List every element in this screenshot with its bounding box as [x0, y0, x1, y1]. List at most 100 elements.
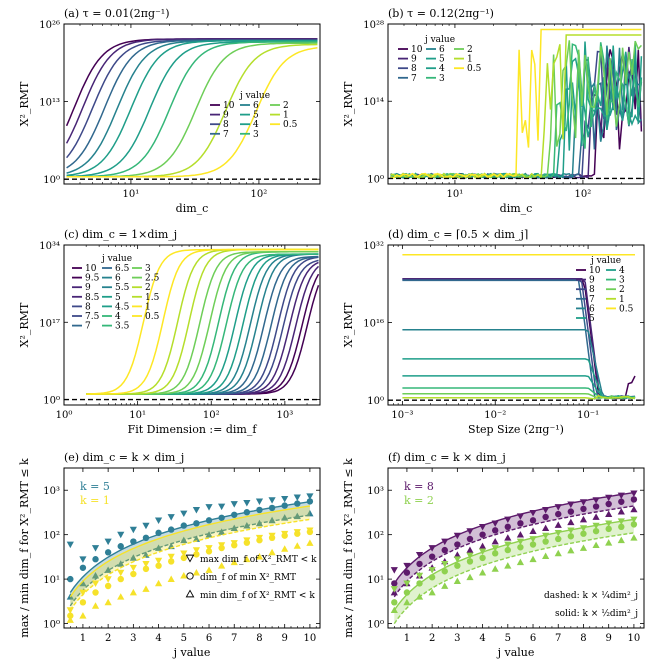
legend-title: j value [590, 256, 621, 266]
max-dim-marker [293, 494, 301, 501]
x-tick-label: 10⁻¹ [577, 410, 599, 421]
min-dim-marker [453, 551, 461, 558]
min-dim-marker [466, 573, 474, 581]
x-tick-label: 10¹ [129, 410, 146, 421]
y-tick-label: 10¹⁶ [363, 319, 384, 330]
min-X-marker [391, 580, 398, 587]
min-dim-marker [491, 565, 499, 572]
legend-label: 2 [145, 283, 151, 293]
min-X-marker [231, 541, 238, 549]
max-dim-marker [268, 497, 276, 504]
x-tick-label: 8 [580, 633, 586, 644]
min-dim-marker [154, 579, 163, 587]
y-tick-label: 10¹ [43, 575, 60, 586]
series-line-j0.5 [86, 248, 319, 395]
scaling-band-k5 [70, 501, 310, 606]
series-line-j1 [402, 394, 636, 400]
max-dim-marker [605, 494, 613, 502]
min-X-marker [529, 541, 537, 548]
min-X-marker [243, 539, 251, 546]
max-dim-marker [154, 557, 163, 565]
x-tick-label: 2 [105, 633, 111, 644]
min-dim-marker [268, 516, 276, 524]
k-legend-label: k = 5 [80, 480, 110, 493]
max-dim-marker [504, 541, 512, 549]
min-dim-marker [542, 552, 550, 559]
solid-curve-k1 [69, 505, 311, 598]
min-dim-marker [579, 544, 588, 551]
x-axis-label: j value [172, 646, 211, 659]
series-line-j8 [66, 39, 318, 159]
min-X-marker [630, 496, 638, 503]
y-axis-label: max / min dim_f for X²_RMT ≤ k [18, 458, 31, 638]
panel-a: 10¹ 10² 10⁰ 10¹³ 10²⁶ (a) τ = 0.01(2πg⁻¹) dim_… [18, 7, 321, 215]
min-X-marker [218, 544, 225, 552]
min-X-marker [79, 599, 87, 606]
max-dim-marker [428, 545, 436, 552]
min-dim-marker [554, 521, 562, 528]
min-dim-marker [630, 505, 638, 513]
min-X-marker [517, 544, 524, 551]
max-dim-marker [516, 538, 525, 546]
max-dim-marker [592, 497, 600, 504]
min-X-marker [167, 558, 175, 565]
min-X-marker [142, 534, 150, 542]
y-axis-label: max / min dim_f for X²_RMT ≤ k [342, 458, 355, 638]
min-X-marker [67, 612, 74, 619]
plot-frame [387, 23, 645, 185]
scaling-band-k1 [70, 506, 310, 611]
min-dim-marker [529, 555, 537, 563]
min-dim-marker [104, 566, 112, 573]
min-X-marker [92, 556, 99, 563]
min-dim-marker [129, 554, 137, 561]
max-dim-marker [529, 536, 537, 543]
min-dim-marker [268, 548, 276, 556]
min-dim-marker [516, 531, 525, 538]
legend-label: 6 [589, 304, 595, 314]
y-tick-label: 10⁰ [43, 620, 60, 631]
x-tick-label: 4 [479, 633, 485, 644]
legend-label: 10 [223, 101, 235, 111]
y-tick-label: 10¹ [367, 575, 384, 586]
min-X-marker [256, 506, 263, 514]
min-X-marker [517, 520, 524, 527]
y-tick-label: 10²⁸ [363, 20, 384, 31]
panel-title: (d) dim_c = ⌈0.5 × dim_j⌉ [388, 228, 528, 241]
max-dim-marker [104, 576, 112, 583]
y-tick-label: 10⁰ [367, 396, 384, 407]
scaling-band-k2 [394, 519, 634, 624]
min-dim-marker [218, 562, 226, 569]
legend-label: 3.5 [115, 322, 130, 332]
series-line-j4 [402, 375, 636, 400]
min-dim-marker [255, 553, 264, 560]
min-dim-marker [529, 527, 537, 535]
legend-label: 3 [619, 276, 625, 286]
max-dim-marker [453, 532, 461, 540]
y-tick-label: 10⁰ [43, 396, 60, 407]
x-axis-label: dim_c [500, 202, 533, 215]
max-dim-marker [478, 523, 487, 531]
legend-label: 1.5 [145, 293, 160, 303]
max-dim-marker [390, 567, 398, 574]
min-dim-marker [129, 588, 137, 596]
max-dim-marker [91, 545, 100, 552]
min-X-marker [294, 500, 301, 507]
panel-d: 10⁻³ 10⁻² 10⁻¹ 10⁰ 10¹⁶ 10³² (d) dim_c = ⌈0.5 … [342, 228, 645, 436]
min-dim-marker [117, 593, 125, 600]
solid-curve-k2 [393, 518, 635, 611]
min-dim-marker [478, 542, 487, 550]
y-axis-label: X²_RMT [342, 302, 355, 347]
annotation: dashed: k × ¼dim²_j [544, 590, 638, 601]
x-tick-label: 7 [555, 633, 561, 644]
max-dim-marker [66, 607, 74, 614]
min-dim-marker [255, 519, 264, 527]
min-dim-marker [218, 528, 226, 535]
x-tick-label: 10 [628, 633, 641, 644]
marker-legend-label: min dim_f of X²_RMT < k [200, 591, 315, 601]
max-dim-marker [154, 517, 163, 524]
max-dim-marker [167, 553, 175, 561]
min-X-marker [294, 530, 301, 537]
legend-label: 2 [467, 45, 473, 55]
min-dim-marker [428, 588, 436, 596]
panel-title: (a) τ = 0.01(2πg⁻¹) [64, 7, 170, 20]
